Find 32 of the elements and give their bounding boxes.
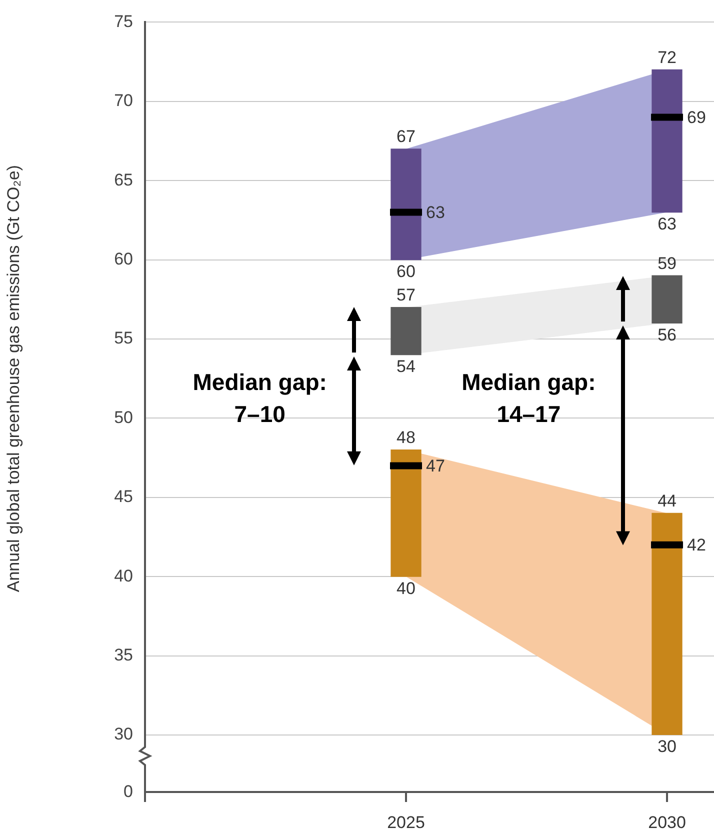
y-tick-label: 65 [114, 170, 133, 190]
y-tick-label: 30 [114, 724, 133, 744]
annotation: 30 [658, 737, 676, 756]
y-tick-label: 35 [114, 645, 133, 664]
annotation: 72 [658, 48, 676, 67]
annotation: 47 [426, 456, 445, 476]
y-tick-label: 70 [114, 91, 133, 110]
annotation: 67 [396, 127, 416, 146]
y-tick-label: 75 [114, 12, 133, 31]
annotation: 59 [658, 254, 676, 273]
annotation: Median gap: 7–10 [192, 368, 328, 430]
annotation: Median gap: 14–17 [460, 368, 597, 430]
y-tick-label: 50 [114, 408, 133, 427]
x-tick-label: 2025 [387, 812, 425, 832]
text: 0 [124, 782, 133, 801]
y-axis-title: Annual global total greenhouse gas emissions (Gt CO₂e) [4, 165, 23, 592]
y-tick-label: 60 [114, 249, 133, 268]
y-tick-label: 55 [114, 328, 133, 348]
annotation: 54 [396, 357, 416, 376]
annotation: 57 [396, 286, 416, 305]
annotation: 44 [658, 491, 676, 510]
annotation: 63 [658, 214, 676, 234]
y-tick-label: 40 [114, 566, 133, 586]
x-tick-label: 2030 [648, 812, 686, 832]
annotation: 63 [426, 202, 445, 222]
annotation: 69 [687, 108, 706, 127]
annotation: 60 [396, 262, 416, 281]
annotation: 56 [658, 325, 676, 344]
annotation: 40 [396, 578, 416, 598]
annotation: 42 [687, 536, 706, 555]
y-tick-label: 45 [114, 487, 133, 506]
annotation: 48 [396, 428, 416, 448]
